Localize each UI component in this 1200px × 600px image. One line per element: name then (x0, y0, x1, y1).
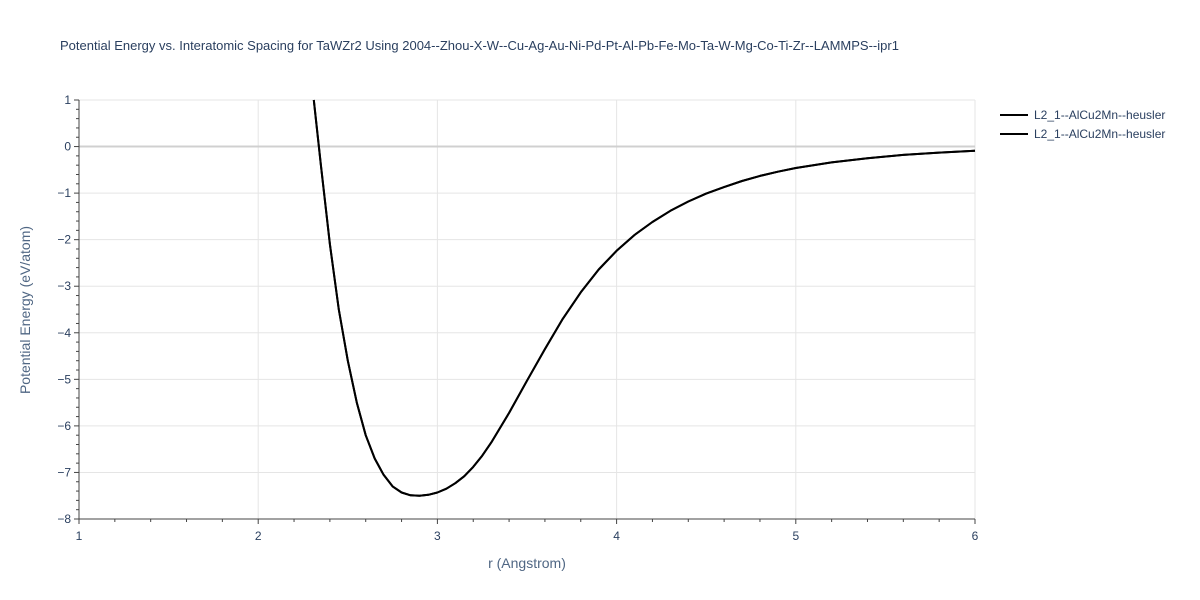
series-line-2 (312, 99, 976, 497)
axes: 1 2 3 4 5 6 1 0 −1 −2 −3 −4 −5 −6 −7 −8 (57, 93, 978, 543)
y-tick-label: −7 (57, 465, 71, 479)
legend-item-2[interactable]: L2_1--AlCu2Mn--heusler (1000, 127, 1165, 141)
y-tick-label: 1 (64, 93, 71, 107)
legend-label: L2_1--AlCu2Mn--heusler (1034, 127, 1165, 141)
y-axis-title: Potential Energy (eV/atom) (17, 226, 33, 394)
x-tick-label: 2 (255, 529, 262, 543)
legend-label: L2_1--AlCu2Mn--heusler (1034, 108, 1165, 122)
x-tick-label: 1 (76, 529, 83, 543)
y-tick-label: −3 (57, 279, 71, 293)
grid-lines (79, 99, 976, 519)
legend[interactable]: L2_1--AlCu2Mn--heusler L2_1--AlCu2Mn--heu… (1000, 108, 1165, 141)
legend-item-1[interactable]: L2_1--AlCu2Mn--heusler (1000, 108, 1165, 122)
y-tick-label: −1 (57, 186, 71, 200)
plot-area (312, 99, 976, 497)
x-axis-title: r (Angstrom) (488, 555, 566, 571)
x-tick-label: 5 (792, 529, 799, 543)
x-tick-label: 6 (972, 529, 979, 543)
chart-title: Potential Energy vs. Interatomic Spacing… (60, 38, 899, 53)
y-tick-label: −8 (57, 512, 71, 526)
x-tick-label: 4 (613, 529, 620, 543)
y-tick-label: −4 (57, 326, 71, 340)
y-tick-label: 0 (64, 140, 71, 154)
y-tick-label: −6 (57, 419, 71, 433)
series-line-1 (312, 99, 976, 497)
x-tick-label: 3 (434, 529, 441, 543)
y-tick-label: −5 (57, 372, 71, 386)
y-tick-label: −2 (57, 233, 71, 247)
